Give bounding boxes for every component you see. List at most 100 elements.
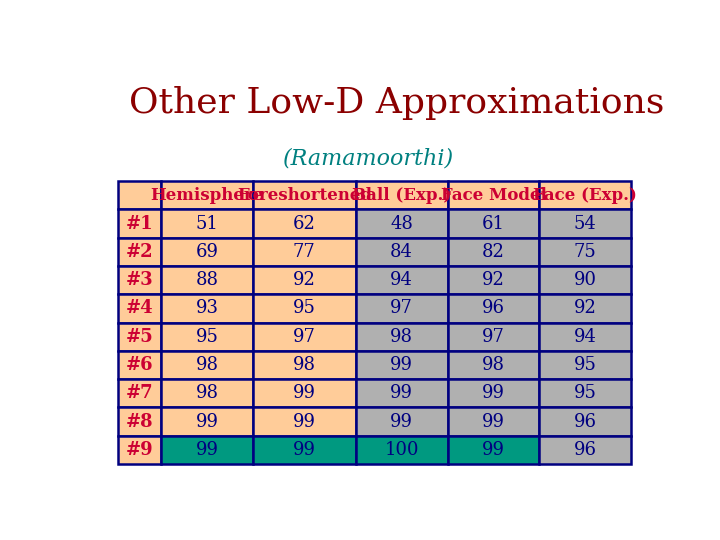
Text: 100: 100 <box>384 441 419 459</box>
Text: 95: 95 <box>574 384 597 402</box>
Bar <box>118 379 161 407</box>
Text: 99: 99 <box>390 356 413 374</box>
Bar <box>356 351 448 379</box>
Text: Ball (Exp.): Ball (Exp.) <box>352 187 451 204</box>
Bar <box>118 210 161 238</box>
Text: 92: 92 <box>574 300 597 318</box>
Bar <box>448 181 539 210</box>
Text: 99: 99 <box>390 413 413 430</box>
Bar <box>253 181 356 210</box>
Text: (Ramamoorthi): (Ramamoorthi) <box>284 148 454 170</box>
Text: #1: #1 <box>126 214 153 233</box>
Text: 96: 96 <box>574 413 597 430</box>
Text: 77: 77 <box>293 243 315 261</box>
Bar <box>356 436 448 464</box>
Bar <box>539 210 631 238</box>
Text: 69: 69 <box>196 243 219 261</box>
Text: 98: 98 <box>293 356 316 374</box>
Text: 96: 96 <box>482 300 505 318</box>
Bar <box>118 436 161 464</box>
Text: 84: 84 <box>390 243 413 261</box>
Bar <box>356 181 448 210</box>
Text: 96: 96 <box>574 441 597 459</box>
Text: 54: 54 <box>574 214 597 233</box>
Bar <box>539 351 631 379</box>
Bar <box>539 294 631 322</box>
Text: 98: 98 <box>390 328 413 346</box>
Text: 99: 99 <box>482 384 505 402</box>
Bar <box>356 210 448 238</box>
Text: #7: #7 <box>126 384 153 402</box>
Text: 98: 98 <box>196 356 219 374</box>
Text: Face (Exp.): Face (Exp.) <box>534 187 637 204</box>
Text: 51: 51 <box>196 214 218 233</box>
Text: 99: 99 <box>293 441 316 459</box>
Text: 92: 92 <box>293 271 316 289</box>
Text: Foreshortened: Foreshortened <box>237 187 372 204</box>
Text: 97: 97 <box>293 328 316 346</box>
Text: 99: 99 <box>390 384 413 402</box>
Bar <box>356 294 448 322</box>
Bar <box>161 322 253 351</box>
Text: 99: 99 <box>293 384 316 402</box>
Bar <box>356 238 448 266</box>
Bar <box>161 351 253 379</box>
Bar <box>253 294 356 322</box>
Bar <box>161 181 253 210</box>
Text: 99: 99 <box>482 441 505 459</box>
Bar <box>253 379 356 407</box>
Bar <box>356 322 448 351</box>
Text: 98: 98 <box>196 384 219 402</box>
Bar <box>253 407 356 436</box>
Text: 61: 61 <box>482 214 505 233</box>
Text: #6: #6 <box>126 356 153 374</box>
Bar <box>253 266 356 294</box>
Bar <box>161 294 253 322</box>
Text: 98: 98 <box>482 356 505 374</box>
Bar <box>539 181 631 210</box>
Text: 88: 88 <box>196 271 219 289</box>
Text: 48: 48 <box>390 214 413 233</box>
Text: Hemisphere: Hemisphere <box>150 187 264 204</box>
Text: 97: 97 <box>482 328 505 346</box>
Text: #9: #9 <box>126 441 153 459</box>
Text: #8: #8 <box>126 413 153 430</box>
Bar <box>448 238 539 266</box>
Text: 90: 90 <box>574 271 597 289</box>
Bar <box>448 210 539 238</box>
Bar <box>161 379 253 407</box>
Bar <box>356 379 448 407</box>
Bar <box>118 294 161 322</box>
Text: 99: 99 <box>196 413 219 430</box>
Bar <box>118 238 161 266</box>
Bar <box>448 407 539 436</box>
Text: 75: 75 <box>574 243 597 261</box>
Bar <box>539 266 631 294</box>
Text: 99: 99 <box>293 413 316 430</box>
Bar <box>253 351 356 379</box>
Text: Other Low-D Approximations: Other Low-D Approximations <box>129 85 665 119</box>
Bar <box>448 351 539 379</box>
Bar <box>253 238 356 266</box>
Text: 99: 99 <box>196 441 219 459</box>
Text: 92: 92 <box>482 271 505 289</box>
Text: #2: #2 <box>126 243 153 261</box>
Text: #4: #4 <box>126 300 153 318</box>
Bar <box>448 266 539 294</box>
Text: 95: 95 <box>293 300 316 318</box>
Bar <box>118 351 161 379</box>
Bar <box>253 436 356 464</box>
Text: 95: 95 <box>574 356 597 374</box>
Bar <box>161 266 253 294</box>
Bar <box>356 266 448 294</box>
Bar <box>161 407 253 436</box>
Bar <box>118 181 161 210</box>
Text: 97: 97 <box>390 300 413 318</box>
Bar <box>448 294 539 322</box>
Text: #3: #3 <box>126 271 153 289</box>
Bar <box>448 436 539 464</box>
Text: 94: 94 <box>574 328 597 346</box>
Bar <box>539 379 631 407</box>
Bar <box>356 407 448 436</box>
Bar <box>161 238 253 266</box>
